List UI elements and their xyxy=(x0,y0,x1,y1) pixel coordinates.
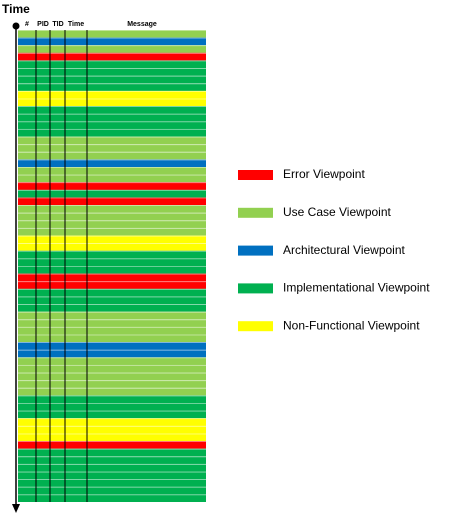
log-row xyxy=(18,296,206,305)
column-header: PID xyxy=(37,21,49,28)
log-row xyxy=(18,433,206,442)
log-row xyxy=(18,471,206,480)
log-row xyxy=(18,189,206,198)
log-row xyxy=(18,205,206,213)
log-row xyxy=(18,113,206,122)
log-row xyxy=(18,441,206,449)
log-row xyxy=(18,174,206,183)
legend-swatch xyxy=(238,170,273,180)
log-row xyxy=(18,144,206,152)
log-row xyxy=(18,311,206,320)
log-row xyxy=(18,456,206,464)
log-row xyxy=(18,90,206,99)
column-dividers xyxy=(35,30,88,502)
log-row xyxy=(18,448,206,457)
log-row xyxy=(18,83,206,91)
log-row xyxy=(18,258,206,266)
log-row xyxy=(18,334,206,343)
legend-label: Error Viewpoint xyxy=(283,167,365,181)
log-row xyxy=(18,288,206,297)
column-header: Time xyxy=(68,21,84,28)
column-header: # xyxy=(25,21,29,28)
log-row xyxy=(18,357,206,365)
log-row xyxy=(18,159,206,168)
log-row xyxy=(18,364,206,373)
log-row xyxy=(18,326,206,335)
legend: Error Viewpoint Use Case Viewpoint Archite… xyxy=(238,167,430,332)
log-row xyxy=(18,30,206,38)
log-row xyxy=(18,37,206,46)
log-row xyxy=(18,349,206,358)
legend-label: Non-Functional Viewpoint xyxy=(283,318,420,332)
log-row xyxy=(18,342,206,350)
log-row xyxy=(18,463,206,472)
log-row xyxy=(18,372,206,381)
column-header: TID xyxy=(52,21,63,28)
log-row xyxy=(18,121,206,129)
column-header: Message xyxy=(127,21,157,28)
log-row xyxy=(18,418,206,426)
log-row xyxy=(18,273,206,282)
log-row xyxy=(18,479,206,487)
log-row xyxy=(18,52,206,61)
log-row xyxy=(18,136,206,145)
time-axis-title: Time xyxy=(2,2,30,16)
log-row xyxy=(18,68,206,76)
log-row xyxy=(18,45,206,53)
log-row xyxy=(18,106,206,114)
legend-swatch xyxy=(238,283,273,294)
log-row xyxy=(18,425,206,434)
log-row xyxy=(18,182,206,190)
log-row xyxy=(18,60,206,69)
log-rows xyxy=(18,30,206,502)
log-row xyxy=(18,151,206,160)
log-row xyxy=(18,395,206,404)
log-row xyxy=(18,167,206,175)
log-row xyxy=(18,304,206,312)
legend-swatch xyxy=(238,321,273,332)
legend-label: Use Case Viewpoint xyxy=(283,205,392,219)
legend-swatch xyxy=(238,207,273,218)
log-row xyxy=(18,380,206,388)
log-row xyxy=(18,75,206,84)
log-row xyxy=(18,486,206,495)
log-row xyxy=(18,281,206,289)
log-row xyxy=(18,98,206,107)
log-row xyxy=(18,220,206,228)
log-row xyxy=(18,197,206,206)
legend-swatch xyxy=(238,245,273,256)
log-row xyxy=(18,387,206,396)
log-row xyxy=(18,494,206,502)
log-row xyxy=(18,403,206,411)
log-row xyxy=(18,128,206,137)
time-axis-arrow xyxy=(12,504,20,513)
log-row xyxy=(18,235,206,244)
log-row xyxy=(18,266,206,274)
log-row xyxy=(18,212,206,221)
log-row xyxy=(18,243,206,251)
legend-label: Architectural Viewpoint xyxy=(283,243,406,257)
legend-label: Implementational Viewpoint xyxy=(283,281,430,295)
log-row xyxy=(18,227,206,236)
log-row xyxy=(18,410,206,419)
log-row xyxy=(18,319,206,327)
log-row xyxy=(18,250,206,259)
